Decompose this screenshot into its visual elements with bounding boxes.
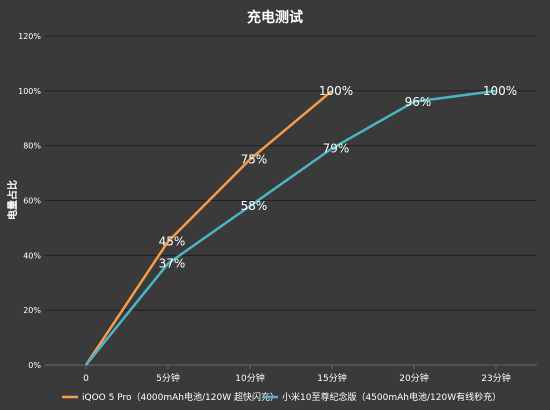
x-tick-label: 23分钟	[481, 372, 510, 384]
x-tick-label: 5分钟	[156, 372, 180, 384]
data-label: 75%	[241, 152, 268, 166]
y-tick-label: 20%	[23, 306, 41, 315]
data-label: 100%	[483, 84, 517, 98]
y-tick-label: 0%	[28, 361, 41, 370]
data-label: 100%	[319, 84, 353, 98]
x-tick-label: 0	[83, 374, 89, 384]
legend-item-label: 小米10至尊纪念版（4500mAh电池/120W有线秒充）	[282, 391, 501, 403]
chart-title: 充电测试	[247, 9, 303, 26]
data-label: 96%	[405, 95, 432, 109]
y-tick-label: 80%	[23, 142, 41, 151]
y-axis-label: 电量占比	[6, 180, 19, 220]
y-tick-label: 100%	[18, 87, 41, 96]
x-tick-label: 15分钟	[317, 372, 346, 384]
axes: 0 5分钟 10分钟 15分钟 20分钟 23分钟	[45, 364, 537, 384]
data-label: 79%	[323, 141, 350, 155]
y-tick-label: 40%	[23, 251, 41, 260]
y-tick-label: 120%	[18, 32, 41, 41]
data-label: 37%	[159, 257, 186, 271]
data-label: 58%	[241, 199, 268, 213]
legend-item-label: iQOO 5 Pro（4000mAh电池/120W 超快闪充）	[82, 391, 279, 403]
x-tick-label: 10分钟	[235, 372, 264, 384]
grid-lines: 0% 20% 40% 60% 80% 100% 120%	[18, 32, 537, 370]
x-tick-label: 20分钟	[399, 372, 428, 384]
series-layer	[84, 89, 497, 366]
series-line-1	[85, 89, 497, 366]
legend: iQOO 5 Pro（4000mAh电池/120W 超快闪充） 小米10至尊纪念版…	[62, 391, 501, 403]
series-line-0	[84, 89, 333, 366]
data-label: 45%	[159, 235, 186, 249]
y-tick-label: 60%	[23, 197, 41, 206]
data-labels: 45% 75% 100% 37% 58% 79% 96% 100%	[159, 84, 517, 271]
